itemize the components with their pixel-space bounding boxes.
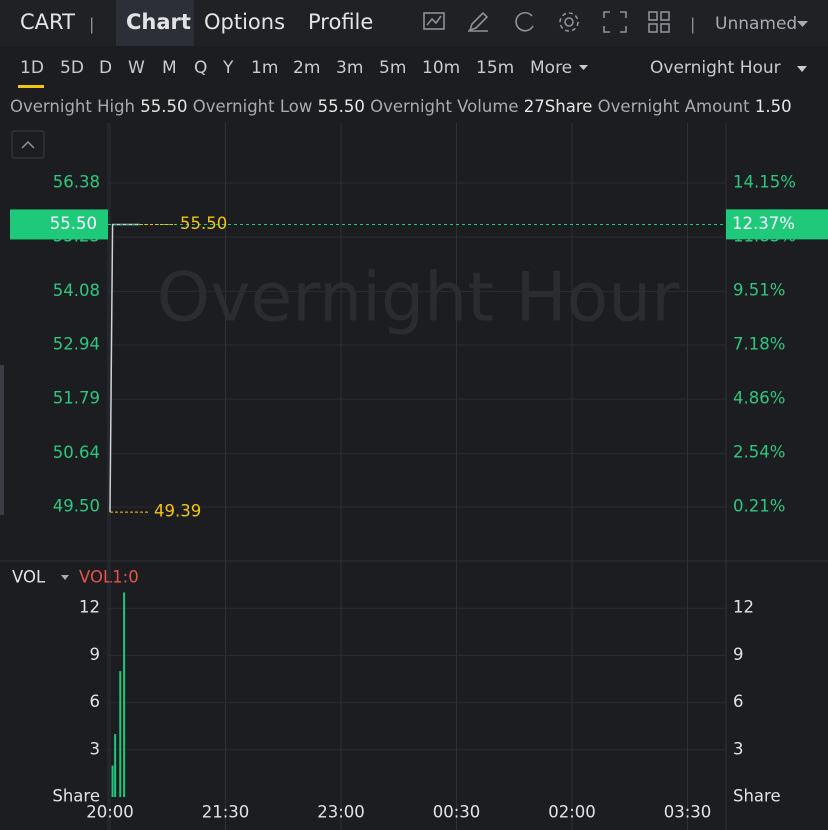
y-tick-label: 12 <box>79 598 100 617</box>
y2-tick-label: 4.86% <box>733 388 785 407</box>
collapse-button[interactable] <box>11 130 45 159</box>
stats-line: Overnight High 55.50 Overnight Low 55.50… <box>10 97 792 116</box>
timeframe[interactable]: Y <box>222 58 234 78</box>
dropdown-arrow <box>797 21 808 27</box>
separator: | <box>89 15 94 34</box>
y-tick-label: 51.79 <box>53 389 100 408</box>
timeframe[interactable]: 10m <box>422 58 460 78</box>
x-tick-label: 03:30 <box>664 803 712 822</box>
timeframe[interactable]: D <box>99 58 112 78</box>
stat-value: 27Share <box>524 97 593 116</box>
price-badge <box>10 209 108 240</box>
x-tick-label: 23:00 <box>317 803 365 822</box>
y-tick-label: Share <box>733 787 781 806</box>
y-tick-label: Share <box>52 787 100 806</box>
dropdown-arrow <box>61 575 69 580</box>
tab[interactable]: Chart <box>126 10 191 34</box>
dropdown-arrow <box>579 65 588 70</box>
y-tick-label: 6 <box>90 692 101 711</box>
active-tab-bg <box>116 0 194 46</box>
y-tick-label: 3 <box>90 739 101 758</box>
x-tick-label: 00:30 <box>433 803 481 822</box>
timeframe[interactable]: Q <box>194 58 207 78</box>
annotation-label: 49.39 <box>154 502 201 521</box>
timeframe[interactable]: M <box>162 58 177 78</box>
y2-tick-label: 14.15% <box>733 173 796 192</box>
tab[interactable]: Options <box>204 10 285 34</box>
y-tick-label: 12 <box>733 598 754 617</box>
volume-bar <box>123 592 126 797</box>
separator: | <box>690 15 695 34</box>
x-tick-label: 02:00 <box>548 803 596 822</box>
y-tick-label: 9 <box>733 645 744 664</box>
price-badge-label: 55.50 <box>50 214 97 233</box>
stat-label: Overnight Amount <box>598 97 750 116</box>
dropdown-arrow <box>797 66 807 72</box>
y-tick-label: 56.38 <box>53 173 100 192</box>
timeframe[interactable]: 5m <box>379 58 406 78</box>
symbol[interactable]: CART <box>20 10 75 34</box>
watermark: Overnight Hour <box>157 259 680 338</box>
y-tick-label: 3 <box>733 739 744 758</box>
toolbar-icons[interactable] <box>423 11 670 33</box>
active-underline <box>18 85 44 88</box>
stat-value: 1.50 <box>755 97 792 116</box>
annotation-label: 55.50 <box>180 214 227 233</box>
stat-label: Overnight Low <box>193 97 313 116</box>
timeframe[interactable]: W <box>128 58 145 78</box>
y-tick-label: 52.94 <box>53 335 100 354</box>
volume-bar <box>114 734 117 797</box>
stat-label: Overnight Volume <box>370 97 518 116</box>
tab[interactable]: Profile <box>308 10 373 34</box>
session-select[interactable]: Overnight Hour <box>650 58 781 78</box>
change-badge <box>726 209 828 240</box>
timeframe[interactable]: 3m <box>336 58 363 78</box>
stat-value: 55.50 <box>318 97 365 116</box>
y2-tick-label: 0.21% <box>733 497 785 516</box>
more-button[interactable]: More <box>530 58 572 78</box>
side-handle[interactable] <box>0 365 4 515</box>
timeframe[interactable]: 15m <box>476 58 514 78</box>
volume-indicator: VOL1:0 <box>79 568 139 587</box>
y-tick-label: 6 <box>733 692 744 711</box>
price-line <box>109 223 140 513</box>
timeframe[interactable]: 2m <box>293 58 320 78</box>
x-tick-label: 20:00 <box>86 803 134 822</box>
y2-tick-label: 9.51% <box>733 280 785 299</box>
x-tick-label: 21:30 <box>202 803 250 822</box>
timeframe[interactable]: 1D <box>20 58 44 78</box>
y2-tick-label: 2.54% <box>733 442 785 461</box>
volume-bar <box>119 671 122 797</box>
timeframe[interactable]: 1m <box>251 58 278 78</box>
chevron <box>21 140 35 149</box>
stat-value: 55.50 <box>140 97 187 116</box>
stat-label: Overnight High <box>10 97 135 116</box>
timeframe[interactable]: 5D <box>60 58 84 78</box>
volume-bar <box>111 765 114 797</box>
layout-name[interactable]: Unnamed <box>715 14 797 34</box>
y-tick-label: 9 <box>90 645 101 664</box>
change-badge-label: 12.37% <box>732 214 795 233</box>
y2-tick-label: 7.18% <box>733 335 785 354</box>
y-tick-label: 50.64 <box>53 443 100 462</box>
y-tick-label: 54.08 <box>53 281 100 300</box>
y-tick-label: 49.50 <box>53 497 100 516</box>
volume-legend[interactable]: VOL <box>12 568 46 587</box>
